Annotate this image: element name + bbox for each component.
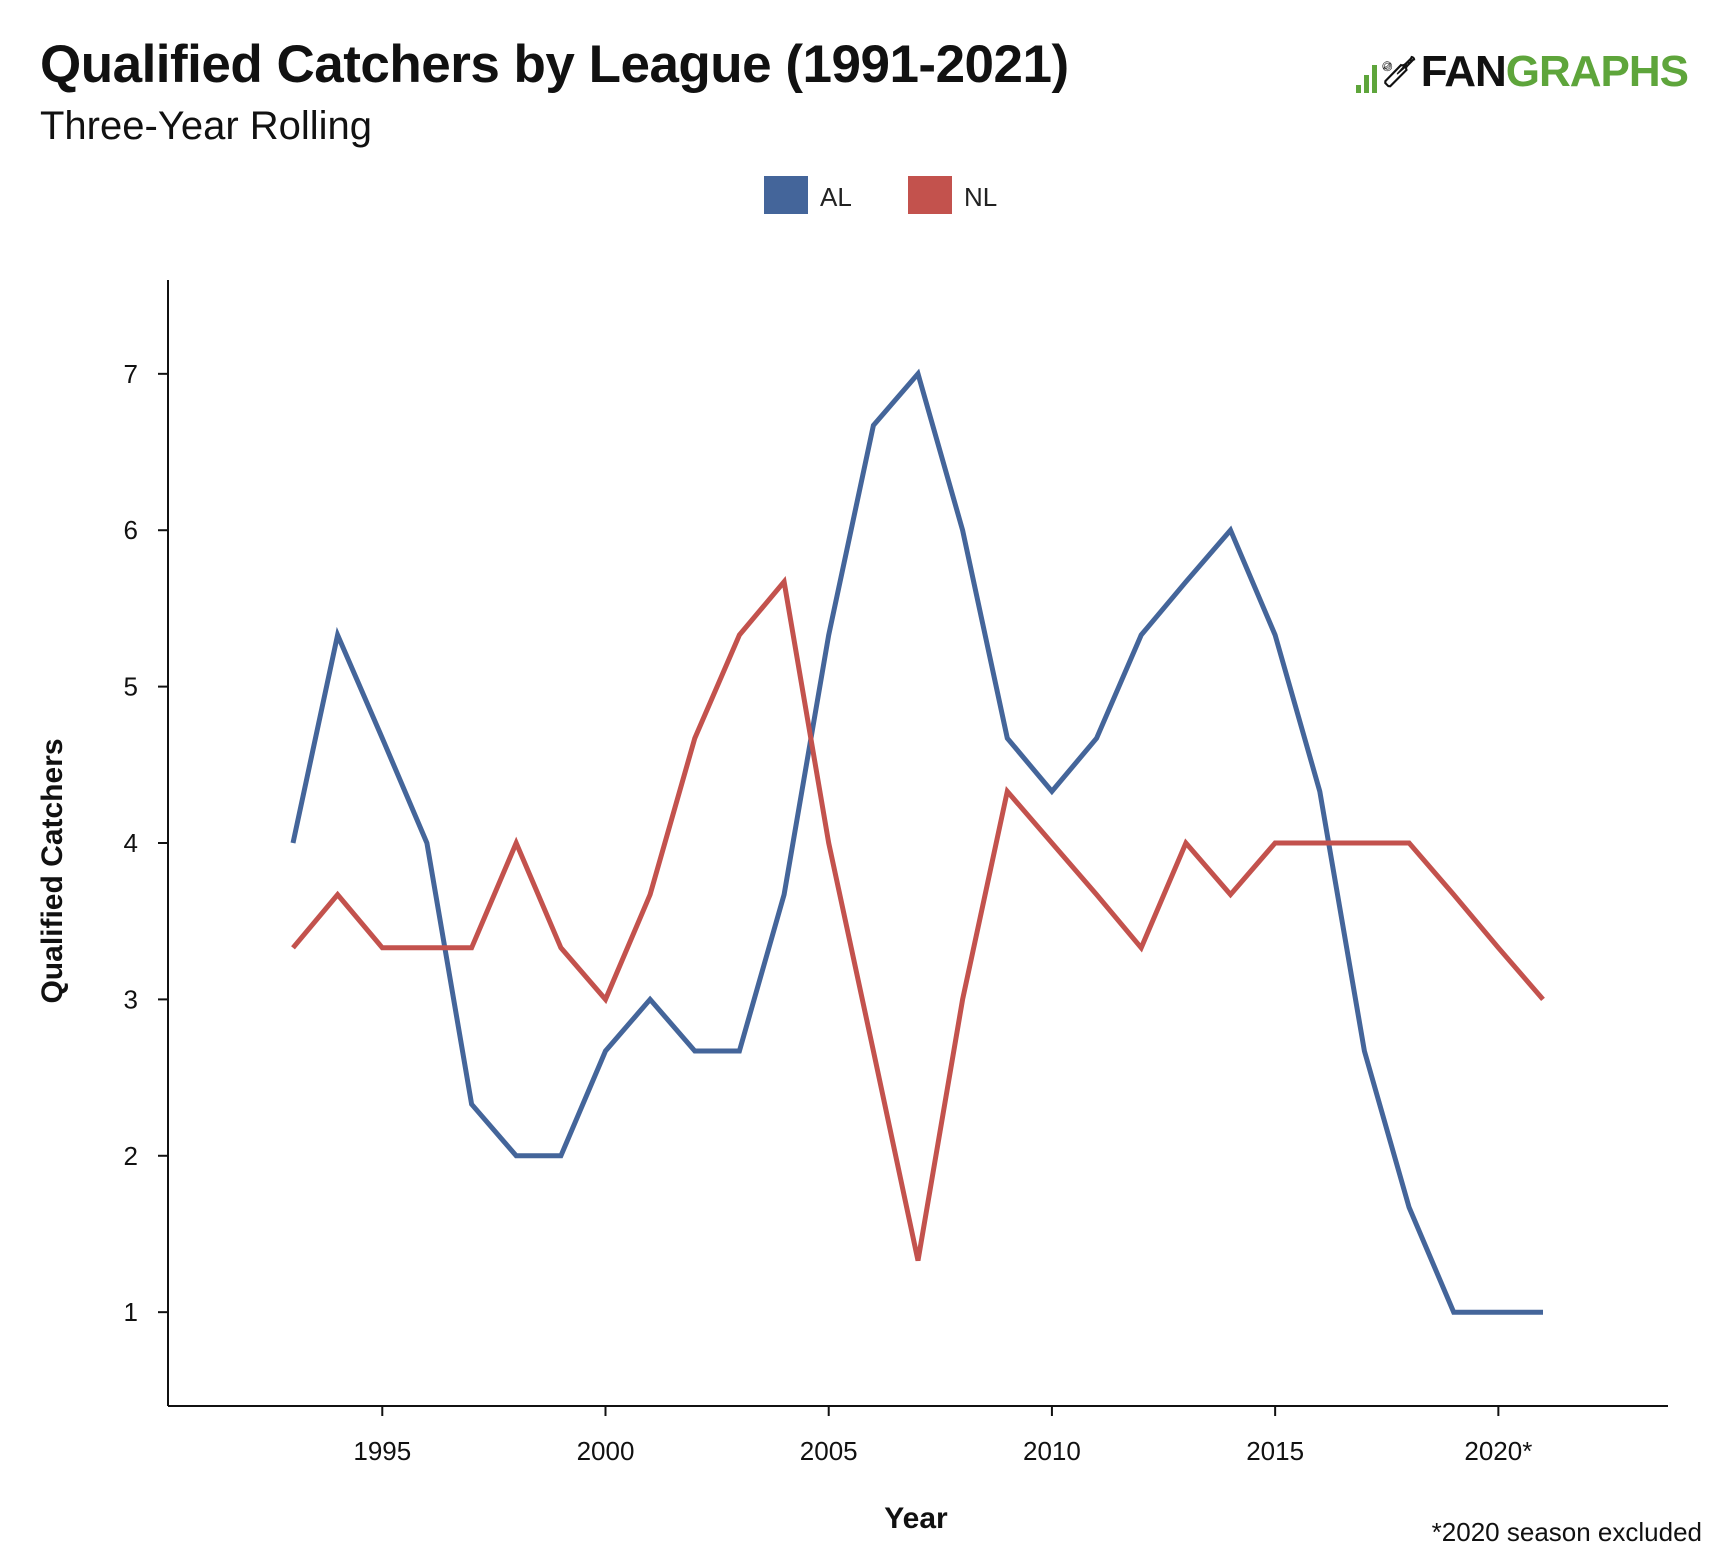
y-tick-label: 5 — [124, 672, 138, 702]
y-tick-label: 6 — [124, 515, 138, 545]
logo-fan-text: FAN — [1420, 47, 1507, 96]
legend-label-al: AL — [820, 182, 852, 212]
y-tick-label: 1 — [124, 1297, 138, 1327]
series-line-nl — [291, 576, 1545, 1262]
logo-bars-icon — [1355, 51, 1380, 93]
y-tick-label: 3 — [124, 984, 138, 1014]
logo-graphs-text: GRAPHS — [1505, 47, 1689, 96]
x-tick-label: 2020* — [1464, 1436, 1532, 1466]
batter-icon: 🏏︎ — [1379, 55, 1418, 89]
footnote: *2020 season excluded — [1431, 1517, 1702, 1547]
x-tick-label: 1995 — [353, 1436, 411, 1466]
y-tick-label: 7 — [124, 359, 138, 389]
chart-title: Qualified Catchers by League (1991-2021) — [40, 35, 1069, 94]
x-axis-title: Year — [884, 1502, 948, 1535]
legend-swatch-nl — [908, 176, 952, 214]
x-tick-label: 2015 — [1246, 1436, 1304, 1466]
chart-subtitle: Three-Year Rolling — [40, 104, 373, 148]
legend-label-nl: NL — [964, 182, 997, 212]
x-tick-label: 2005 — [800, 1436, 858, 1466]
x-tick-label: 2000 — [577, 1436, 635, 1466]
fangraphs-logo: 🏏︎ FAN GRAPHS — [1355, 44, 1689, 100]
y-axis-title: Qualified Catchers — [36, 738, 69, 1003]
x-tick-label: 2010 — [1023, 1436, 1081, 1466]
legend-swatch-al — [764, 176, 808, 214]
y-tick-label: 4 — [124, 828, 138, 858]
series-line-al — [290, 368, 1543, 1315]
y-tick-label: 2 — [124, 1141, 138, 1171]
